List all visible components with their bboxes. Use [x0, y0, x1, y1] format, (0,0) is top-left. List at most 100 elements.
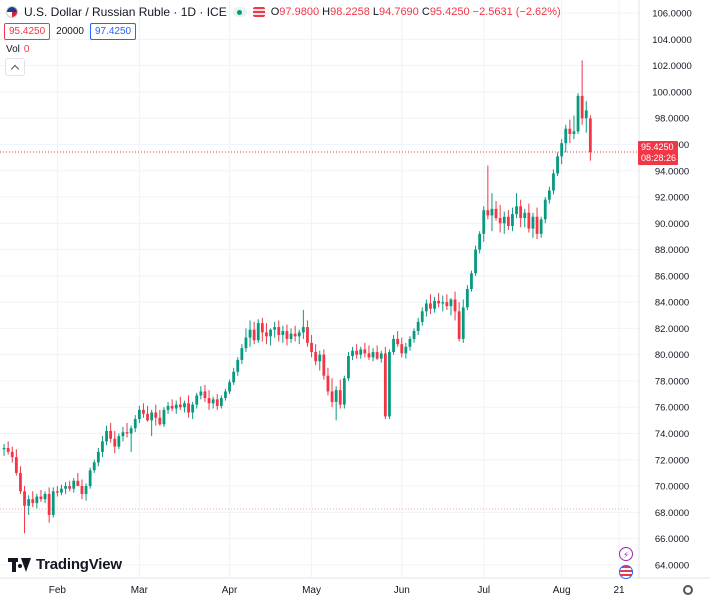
y-tick-label: 102.0000 — [652, 61, 692, 72]
candle-body — [564, 128, 568, 144]
candle — [584, 101, 588, 133]
price-axis[interactable]: 64.0000 66.0000 68.0000 70.0000 72.0000 74.00… — [638, 0, 692, 578]
candle — [572, 115, 576, 140]
candle-body — [92, 462, 96, 471]
candle — [301, 310, 305, 339]
candle-body — [277, 327, 281, 335]
candle — [170, 399, 174, 412]
candle — [445, 294, 449, 311]
candle-body — [568, 128, 572, 134]
candle — [552, 169, 555, 195]
y-tick-label: 64.0000 — [655, 560, 689, 571]
candle-body — [437, 300, 441, 304]
candle-body — [392, 338, 395, 353]
candle-body — [178, 404, 182, 408]
candle-body — [199, 391, 203, 396]
time-axis[interactable]: Feb Mar Apr May Jun Jul Aug 21 — [0, 577, 710, 596]
volume-label[interactable]: Vol — [6, 44, 20, 55]
candle — [519, 199, 523, 228]
candle — [51, 487, 55, 518]
y-tick-label: 88.0000 — [655, 245, 689, 256]
candle — [502, 211, 506, 234]
candle — [289, 328, 293, 343]
candle-body — [27, 499, 31, 506]
candle — [527, 203, 531, 233]
candle — [457, 302, 461, 342]
candle-body — [10, 451, 14, 458]
candle-body — [191, 404, 195, 413]
x-tick-label: Feb — [49, 585, 67, 596]
candle-body — [68, 486, 72, 489]
candle — [146, 405, 149, 422]
candle — [580, 60, 584, 125]
us-flag-icon[interactable] — [252, 7, 265, 17]
candle — [150, 409, 154, 437]
candle — [408, 336, 412, 351]
candle-body — [125, 432, 129, 434]
candle-body — [113, 438, 117, 447]
candle — [437, 292, 441, 308]
candle-body — [150, 412, 154, 421]
candle-body — [158, 417, 162, 425]
candle — [359, 346, 363, 359]
candle — [96, 447, 100, 467]
candle-body — [183, 403, 186, 408]
candle — [2, 444, 6, 456]
candle — [543, 197, 547, 224]
candle — [23, 486, 26, 534]
candle — [330, 378, 334, 408]
candle-body — [281, 331, 285, 335]
candle — [166, 401, 170, 414]
candle-body — [23, 491, 26, 506]
symbol-title[interactable]: U.S. Dollar / Russian Ruble · 1D · ICE — [24, 5, 227, 19]
quantity-value[interactable]: 20000 — [56, 26, 84, 37]
candle — [187, 395, 190, 418]
candle — [494, 200, 498, 221]
candle-body — [560, 143, 564, 157]
candle — [260, 317, 264, 342]
candle-body — [101, 441, 104, 452]
candle — [412, 328, 416, 343]
candle-body — [72, 480, 76, 489]
candle — [441, 295, 445, 312]
candle-body — [269, 329, 272, 337]
candle — [232, 367, 236, 385]
candle-body — [379, 353, 383, 359]
candle-body — [162, 409, 166, 425]
candle-body — [166, 405, 170, 410]
candle — [351, 346, 354, 360]
candle-body — [424, 303, 428, 312]
candle-body — [43, 493, 47, 500]
sell-button[interactable]: 95.4250 — [4, 23, 51, 40]
candle — [367, 345, 371, 360]
candle — [322, 349, 326, 380]
candle — [117, 433, 121, 450]
candle — [424, 299, 428, 317]
candle-body — [236, 359, 240, 372]
candle — [474, 245, 477, 276]
market-status-icon[interactable] — [232, 7, 247, 17]
event-flash-icon[interactable]: ⚡ — [619, 547, 633, 561]
candle-body — [273, 327, 277, 330]
gear-icon[interactable] — [683, 585, 693, 595]
candle-body — [552, 173, 555, 191]
candle — [244, 328, 248, 353]
candle — [465, 285, 469, 311]
event-flag-icon[interactable] — [619, 565, 633, 579]
collapse-legend-button[interactable] — [5, 58, 25, 76]
candle — [396, 331, 400, 347]
candle — [355, 344, 359, 359]
candle — [310, 334, 313, 358]
buy-button[interactable]: 97.4250 — [89, 23, 137, 40]
candle-body — [187, 403, 190, 413]
x-tick-label: Apr — [222, 585, 238, 596]
candle-body — [330, 391, 334, 402]
candle — [88, 467, 92, 489]
candle — [125, 422, 129, 438]
candle — [101, 436, 104, 458]
candle-body — [556, 156, 559, 174]
tradingview-logo[interactable]: TradingView — [8, 556, 122, 573]
candle-body — [429, 303, 432, 309]
